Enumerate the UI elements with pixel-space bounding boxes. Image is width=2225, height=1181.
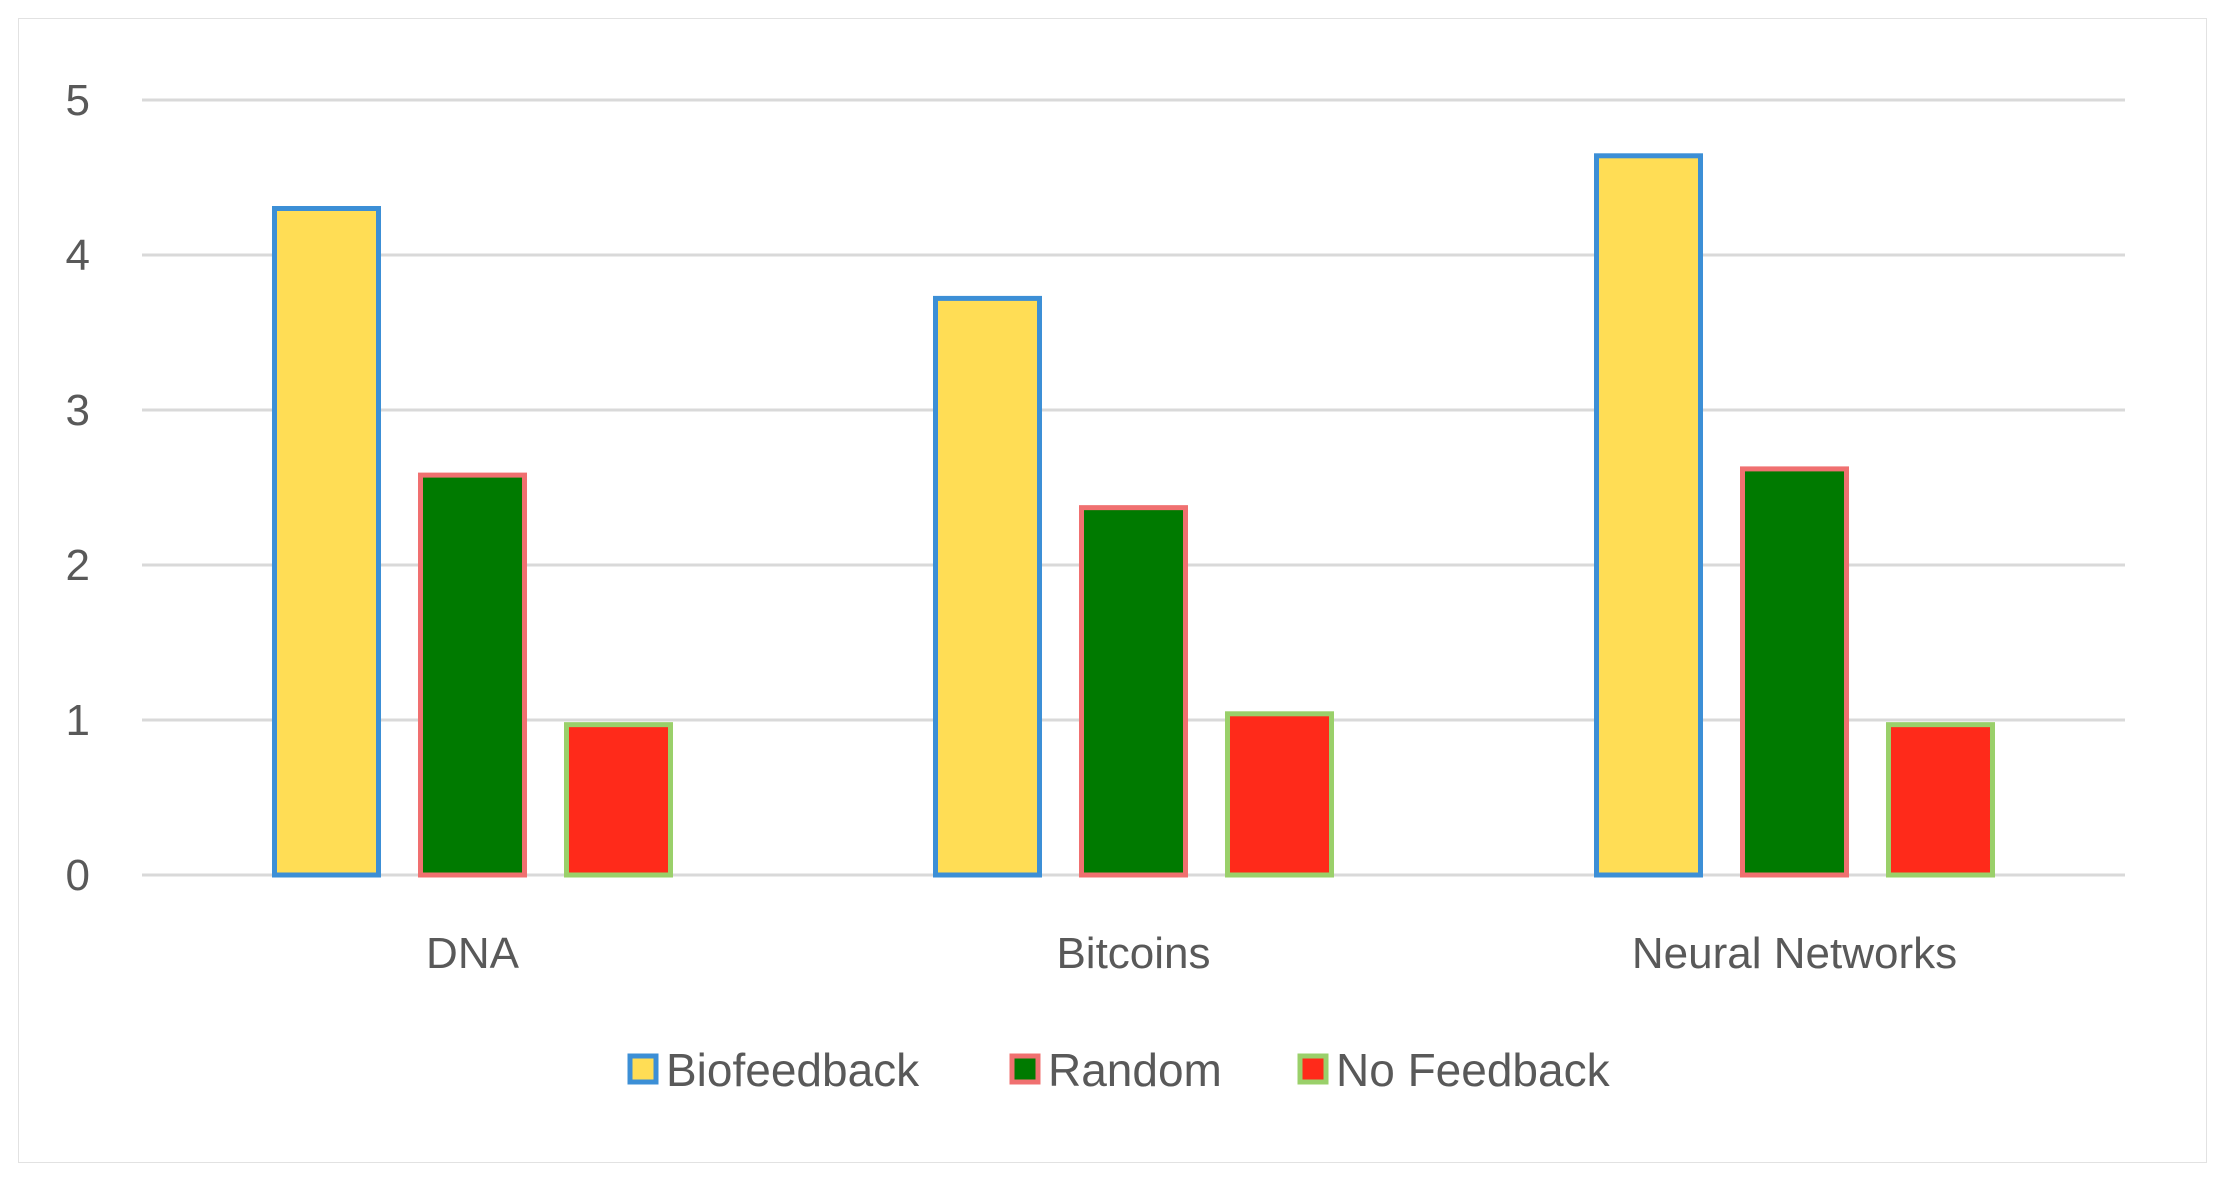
bar-dna-random <box>418 472 527 878</box>
legend-swatch-no-feedback <box>1297 1053 1329 1085</box>
bar-dna-no-feedback <box>564 722 673 878</box>
legend-swatch-biofeedback <box>627 1053 659 1085</box>
y-tick-label-4: 4 <box>66 231 90 280</box>
y-tick-label-5: 5 <box>66 76 90 125</box>
bars <box>272 153 1995 878</box>
legend: Biofeedback Random No Feedback <box>627 1044 1611 1096</box>
bar-bitcoins-random <box>1079 505 1188 878</box>
legend-label-biofeedback: Biofeedback <box>666 1044 920 1096</box>
y-tick-label-2: 2 <box>66 541 90 590</box>
category-labels: DNA Bitcoins Neural Networks <box>426 929 1957 978</box>
category-label-neural-networks: Neural Networks <box>1632 929 1957 978</box>
y-tick-label-1: 1 <box>66 696 90 745</box>
bar-dna-biofeedback <box>272 206 381 878</box>
bar-neural-networks-no-feedback <box>1886 722 1995 878</box>
legend-swatch-random <box>1009 1053 1041 1085</box>
legend-label-random: Random <box>1048 1044 1222 1096</box>
y-tick-label-0: 0 <box>66 851 90 900</box>
bar-neural-networks-biofeedback <box>1594 153 1703 878</box>
bar-bitcoins-biofeedback <box>933 295 1042 878</box>
category-label-dna: DNA <box>426 929 520 978</box>
y-axis-tick-labels: 0 1 2 3 4 5 <box>66 76 90 900</box>
y-tick-label-3: 3 <box>66 386 90 435</box>
category-label-bitcoins: Bitcoins <box>1056 929 1210 978</box>
bar-neural-networks-random <box>1740 466 1849 878</box>
bar-bitcoins-no-feedback <box>1225 711 1334 878</box>
legend-label-no-feedback: No Feedback <box>1336 1044 1611 1096</box>
